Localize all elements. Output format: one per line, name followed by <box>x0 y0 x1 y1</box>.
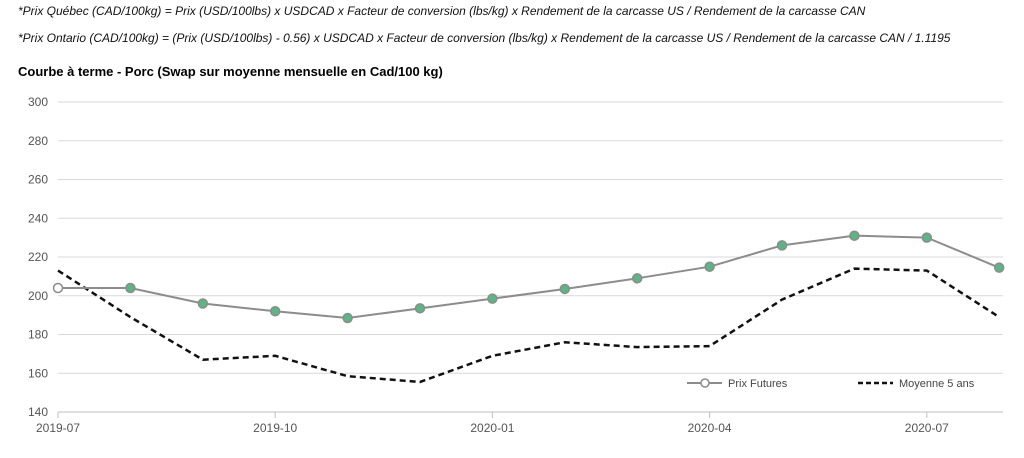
series-line-prix-futures <box>58 234 1000 320</box>
data-point-prix-futures <box>631 273 643 284</box>
data-point-prix-futures <box>414 303 426 314</box>
data-point-prix-futures <box>197 298 209 309</box>
data-point-prix-futures <box>849 230 860 241</box>
data-point-prix-futures <box>487 293 498 304</box>
data-point-prix-futures <box>125 282 136 294</box>
x-axis: 2019-07 2019-10 2020-01 2020-04 2020-07 <box>36 411 1003 435</box>
formula-ontario: *Prix Ontario (CAD/100kg) = (Prix (USD/1… <box>18 31 951 45</box>
grid-lines <box>58 101 1003 413</box>
series-line-moyenne-5-ans <box>57 267 1000 384</box>
x-tick-label: 2019-07 <box>36 421 80 435</box>
y-tick-label: 200 <box>28 289 48 303</box>
data-point-prix-futures <box>776 240 788 251</box>
data-point-prix-futures <box>559 283 571 295</box>
y-tick-label: 220 <box>28 250 48 264</box>
x-tick-label: 2020-07 <box>905 421 949 435</box>
y-axis-ticks: 140 160 180 200 220 240 260 280 300 <box>28 95 48 419</box>
chart-title: Courbe à terme - Porc (Swap sur moyenne … <box>18 64 443 79</box>
data-point-prix-futures <box>342 312 353 324</box>
x-tick-label: 2019-10 <box>253 421 297 435</box>
y-tick-label: 280 <box>28 134 48 148</box>
formula-quebec: *Prix Québec (CAD/100kg) = Prix (USD/100… <box>18 4 866 18</box>
legend-label-moyenne-5-ans: Moyenne 5 ans <box>899 378 975 390</box>
data-point-prix-futures <box>52 282 64 294</box>
y-tick-label: 140 <box>28 405 48 419</box>
data-point-prix-futures <box>269 306 281 317</box>
data-point-prix-futures <box>921 232 933 243</box>
y-tick-label: 300 <box>28 95 48 109</box>
legend-marker-prix-futures <box>700 378 710 388</box>
legend-label-prix-futures: Prix Futures <box>728 378 788 390</box>
data-point-prix-futures <box>704 261 715 272</box>
legend: Prix Futures Moyenne 5 ans <box>687 378 975 390</box>
y-tick-label: 160 <box>28 366 48 380</box>
y-tick-label: 180 <box>28 328 48 342</box>
y-tick-label: 240 <box>28 211 48 225</box>
series-lines <box>52 230 1005 384</box>
y-tick-label: 260 <box>28 173 48 187</box>
x-tick-label: 2020-01 <box>470 421 514 435</box>
data-point-prix-futures <box>993 262 1005 273</box>
x-tick-label: 2020-04 <box>688 421 732 435</box>
